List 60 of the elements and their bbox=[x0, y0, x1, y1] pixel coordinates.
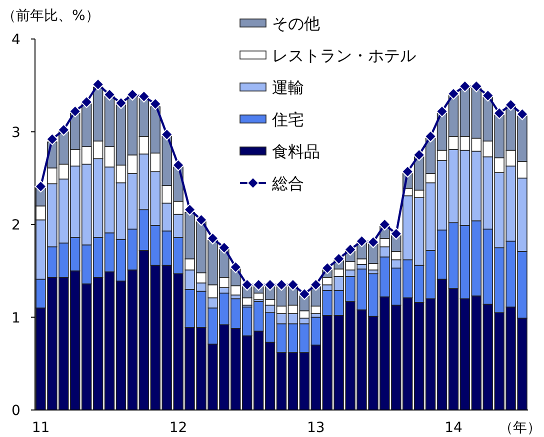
point bbox=[356, 235, 368, 248]
legend-label: 運輸 bbox=[272, 78, 304, 97]
point bbox=[482, 90, 494, 102]
y-tick-label: 4 bbox=[12, 32, 21, 48]
point bbox=[34, 180, 47, 192]
y-axis-title: （前年比、%） bbox=[2, 8, 100, 24]
y-tick-label: 3 bbox=[12, 124, 20, 141]
point bbox=[458, 80, 471, 92]
point bbox=[58, 124, 70, 136]
point bbox=[493, 107, 506, 120]
point bbox=[276, 278, 288, 291]
legend-label: 総合 bbox=[271, 174, 304, 193]
point bbox=[367, 236, 380, 248]
point bbox=[402, 166, 414, 178]
point bbox=[516, 108, 528, 120]
point bbox=[114, 97, 127, 109]
y-tick-label: 2 bbox=[12, 218, 20, 234]
point bbox=[321, 262, 334, 274]
point bbox=[378, 218, 391, 230]
point bbox=[252, 278, 265, 291]
point bbox=[218, 242, 230, 254]
point bbox=[104, 88, 116, 101]
y-tick-label: 1 bbox=[12, 310, 20, 326]
point bbox=[126, 88, 138, 101]
point bbox=[470, 80, 482, 92]
legend-label: 住宅 bbox=[271, 110, 304, 129]
legend-label: レストラン・ホテル bbox=[272, 46, 416, 65]
point bbox=[310, 278, 322, 291]
point bbox=[184, 204, 196, 216]
y-tick-label: 0 bbox=[12, 403, 20, 419]
legend-label: 食料品 bbox=[272, 142, 320, 161]
point bbox=[264, 278, 276, 291]
point bbox=[286, 278, 299, 291]
x-tick-label: 12 bbox=[169, 420, 188, 436]
point bbox=[436, 105, 448, 118]
point bbox=[195, 214, 208, 226]
x-tick-label: 11 bbox=[32, 420, 50, 436]
point bbox=[138, 90, 150, 103]
point bbox=[298, 288, 310, 300]
point bbox=[447, 88, 460, 100]
x-tick-label: 13 bbox=[306, 420, 325, 436]
point bbox=[241, 278, 254, 291]
x-axis-title: （年） bbox=[499, 420, 541, 436]
point bbox=[206, 232, 219, 244]
point bbox=[390, 228, 402, 240]
legend-label: その他 bbox=[272, 14, 320, 33]
point bbox=[344, 244, 356, 256]
point bbox=[413, 148, 426, 161]
point bbox=[92, 78, 104, 90]
point bbox=[69, 105, 82, 118]
point bbox=[424, 130, 437, 142]
point bbox=[149, 98, 162, 110]
point bbox=[172, 159, 184, 172]
x-tick-label: 14 bbox=[444, 420, 462, 436]
point bbox=[332, 252, 345, 265]
point bbox=[46, 133, 58, 146]
point bbox=[230, 261, 242, 274]
point bbox=[504, 98, 517, 111]
point bbox=[160, 128, 173, 141]
point bbox=[80, 96, 93, 108]
